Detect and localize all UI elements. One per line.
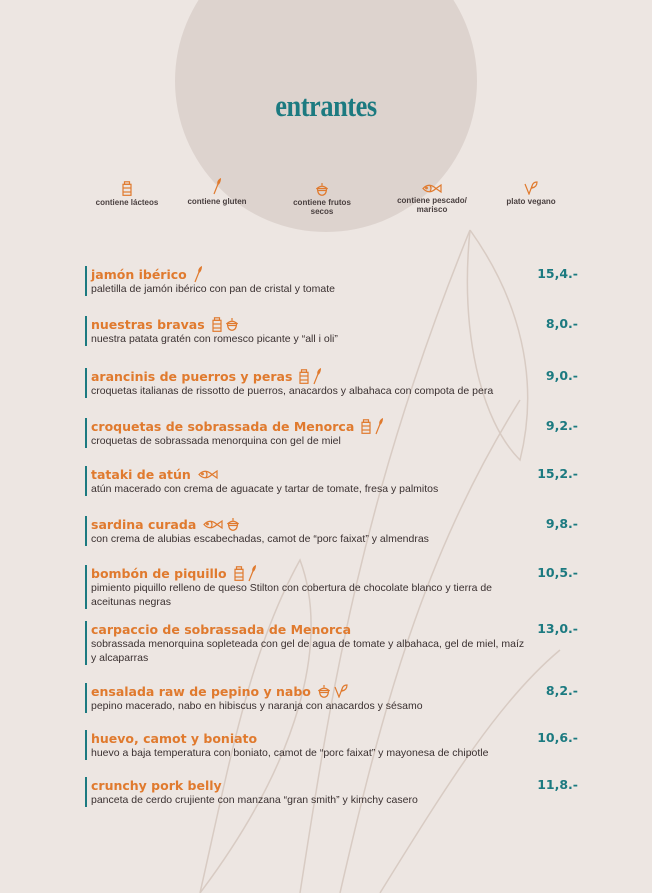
menu-item: jamón ibérico paletilla de jamón ibérico… <box>85 265 578 296</box>
dish-name-row: jamón ibérico <box>91 265 578 283</box>
menu-item: sardina curada con crema de alubias esca… <box>85 516 578 546</box>
dish-description: con crema de alubias escabechadas, camot… <box>91 533 429 545</box>
dish-price: 10,5.- <box>537 565 578 580</box>
dish-name-row: nuestras bravas <box>91 316 578 332</box>
dish-name: nuestras bravas <box>91 316 205 332</box>
legend-milk: contiene lácteos <box>77 181 177 207</box>
dish-name-row: bombón de piquillo <box>91 564 578 582</box>
acorn-icon <box>225 317 238 331</box>
dish-description: paletilla de jamón ibérico con pan de cr… <box>91 283 335 295</box>
dish-name: ensalada raw de pepino y nabo <box>91 683 311 699</box>
milk-bottle-icon <box>361 418 371 434</box>
dish-description: huevo a baja temperatura con boniato, ca… <box>91 747 489 759</box>
menu-item: arancinis de puerros y peras croquetas i… <box>85 367 578 398</box>
dish-price: 9,0.- <box>545 368 578 383</box>
dish-name: huevo, camot y boniato <box>91 730 258 746</box>
dish-price: 8,2.- <box>545 683 578 698</box>
dish-description: sobrassada menorquina sopleteada con gel… <box>91 638 525 664</box>
milk-bottle-icon <box>234 565 244 581</box>
menu-item: nuestras bravas nuestra patata gratén co… <box>85 316 578 346</box>
dish-price: 9,2.- <box>545 418 578 433</box>
dish-name-row: sardina curada <box>91 516 578 532</box>
page-title: entrantes <box>275 88 377 123</box>
dish-name: tataki de atún <box>91 466 191 482</box>
dish-description: croquetas italianas de rissotto de puerr… <box>91 385 494 397</box>
allergen-icons <box>317 684 348 698</box>
menu-item: bombón de piquillo pimiento piquillo rel… <box>85 564 578 609</box>
allergen-icons <box>197 469 218 480</box>
wheat-icon <box>194 265 203 283</box>
wheat-icon <box>313 367 322 385</box>
legend-label: plato vegano <box>506 197 556 206</box>
menu-item: carpaccio de sobrassada de Menorca sobra… <box>85 621 578 665</box>
legend-gluten: contiene gluten <box>167 178 267 206</box>
menu-item: ensalada raw de pepino y nabo pepino mac… <box>85 683 578 713</box>
dish-price: 13,0.- <box>537 621 578 636</box>
fish-icon <box>203 519 223 530</box>
dish-name-row: ensalada raw de pepino y nabo <box>91 683 578 699</box>
dish-price: 15,4.- <box>537 266 578 281</box>
dish-description: nuestra patata gratén con romesco picant… <box>91 333 338 345</box>
dish-description: croquetas de sobrassada menorquina con g… <box>91 435 341 447</box>
dish-name-row: croquetas de sobrassada de Menorca <box>91 417 578 435</box>
fish-icon <box>197 469 218 480</box>
allergen-icons <box>194 265 203 283</box>
dish-name-row: arancinis de puerros y peras <box>91 367 578 385</box>
dish-name: crunchy pork belly <box>91 777 222 793</box>
legend-label: contiene frutos secos <box>293 198 351 216</box>
dish-name: arancinis de puerros y peras <box>91 368 293 384</box>
legend-label: contiene gluten <box>187 197 247 206</box>
dish-description: pepino macerado, nabo en hibiscus y nara… <box>91 700 423 712</box>
wheat-icon <box>248 564 257 582</box>
allergen-icons <box>299 367 322 385</box>
menu-item: huevo, camot y boniato huevo a baja temp… <box>85 730 578 760</box>
wheat-icon <box>375 417 384 435</box>
allergen-icons <box>361 417 384 435</box>
legend-fish: contiene pescado/ marisco <box>382 183 482 214</box>
acorn-icon <box>287 183 357 196</box>
vegan-leaf-icon <box>481 181 581 195</box>
menu-item: croquetas de sobrassada de Menorca croqu… <box>85 417 578 448</box>
legend-nuts: contiene frutos secos <box>287 183 357 216</box>
milk-bottle-icon <box>299 368 309 384</box>
milk-bottle-icon <box>77 181 177 196</box>
allergen-icons <box>234 564 257 582</box>
dish-name-row: crunchy pork belly <box>91 777 578 793</box>
dish-name: jamón ibérico <box>91 266 187 282</box>
wheat-icon <box>167 178 267 195</box>
legend-label: contiene pescado/ marisco <box>397 196 467 214</box>
dish-name-row: carpaccio de sobrassada de Menorca <box>91 621 578 637</box>
menu-item: crunchy pork belly panceta de cerdo cruj… <box>85 777 578 807</box>
fish-icon <box>382 183 482 194</box>
legend-vegan: plato vegano <box>481 181 581 206</box>
dish-price: 10,6.- <box>537 730 578 745</box>
dish-name-row: huevo, camot y boniato <box>91 730 578 746</box>
dish-price: 15,2.- <box>537 466 578 481</box>
dish-name: sardina curada <box>91 516 197 532</box>
vegan-leaf-icon <box>334 684 348 698</box>
dish-name: croquetas de sobrassada de Menorca <box>91 418 355 434</box>
acorn-icon <box>227 517 240 531</box>
acorn-icon <box>317 684 330 698</box>
dish-price: 11,8.- <box>537 777 578 792</box>
dish-name-row: tataki de atún <box>91 466 578 482</box>
dish-description: pimiento piquillo relleno de queso Stilt… <box>91 582 492 608</box>
dish-price: 9,8.- <box>545 516 578 531</box>
milk-bottle-icon <box>212 316 222 332</box>
dish-name: carpaccio de sobrassada de Menorca <box>91 621 352 637</box>
dish-description: panceta de cerdo crujiente con manzana “… <box>91 794 418 806</box>
dish-price: 8,0.- <box>545 316 578 331</box>
dish-name: bombón de piquillo <box>91 565 227 581</box>
allergen-icons <box>212 316 238 332</box>
dish-description: atún macerado con crema de aguacate y ta… <box>91 483 439 495</box>
menu-item: tataki de atún atún macerado con crema d… <box>85 466 578 496</box>
legend-label: contiene lácteos <box>95 198 159 207</box>
allergen-legend: contiene lácteos contiene gluten contien… <box>60 178 590 228</box>
allergen-icons <box>203 517 240 531</box>
